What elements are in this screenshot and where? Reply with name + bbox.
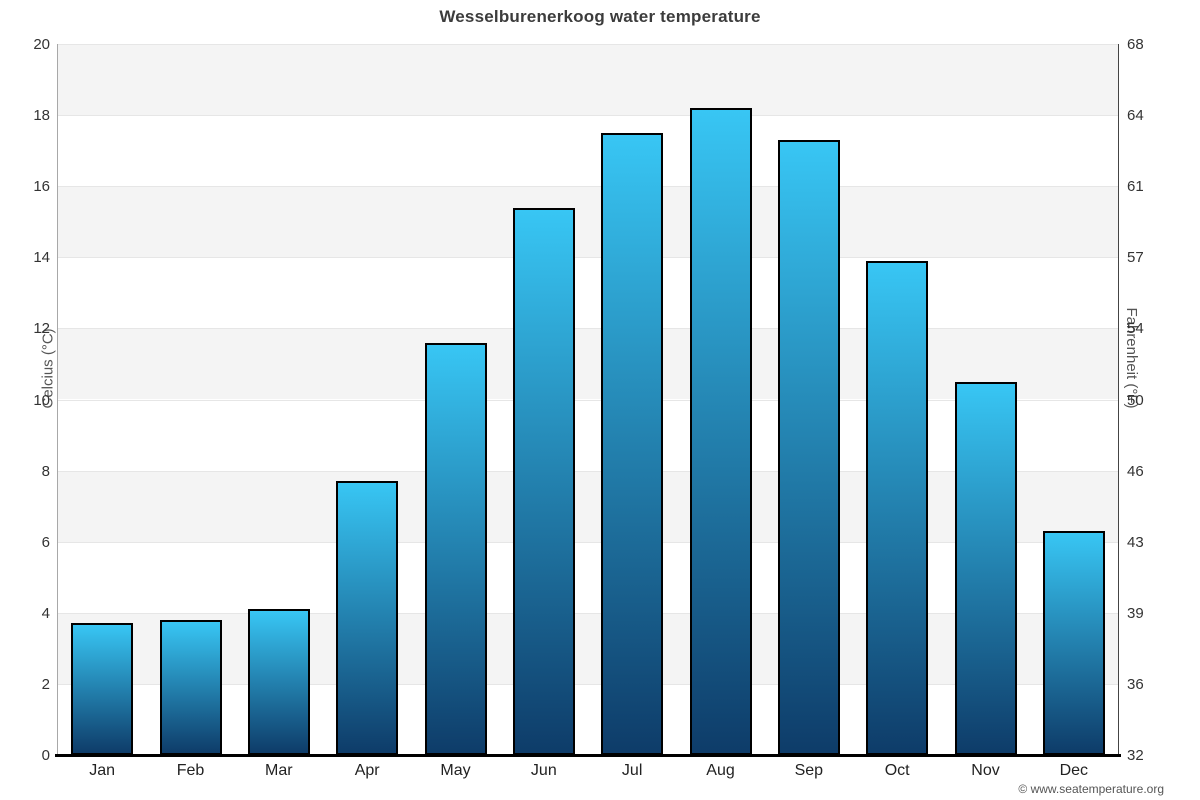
bar-apr[interactable]: [336, 481, 399, 755]
xtick-dec: Dec: [1059, 762, 1089, 779]
plot-area: [58, 44, 1118, 755]
plot-band-10-12: [58, 328, 1118, 400]
xtick-apr: Apr: [354, 762, 380, 779]
ytick-fahrenheit-54: 54: [1127, 320, 1144, 338]
ytick-celsius-14: 14: [33, 249, 50, 267]
bar-nov[interactable]: [954, 381, 1017, 755]
xtick-oct: Oct: [884, 762, 910, 779]
ytick-fahrenheit-43: 43: [1127, 533, 1144, 551]
gridline-2: [58, 683, 1118, 685]
x-axis-line: [55, 754, 1121, 757]
gridline-14: [58, 257, 1118, 259]
bar-may[interactable]: [424, 342, 487, 755]
gridline-4: [58, 612, 1118, 614]
xtick-jan: Jan: [89, 762, 116, 779]
bar-aug[interactable]: [689, 107, 752, 755]
ytick-fahrenheit-57: 57: [1127, 249, 1144, 267]
xtick-mar: Mar: [265, 762, 293, 779]
y-axis-line-left: [57, 44, 58, 755]
ytick-fahrenheit-64: 64: [1127, 107, 1144, 125]
bar-sep[interactable]: [777, 139, 840, 755]
credit-link[interactable]: © www.seatemperature.org: [1018, 782, 1164, 796]
ytick-celsius-12: 12: [33, 320, 50, 338]
bar-jul[interactable]: [601, 132, 664, 755]
gridline-16: [58, 186, 1118, 188]
plot-band-18-20: [58, 44, 1118, 116]
bar-oct[interactable]: [866, 260, 929, 755]
plot-band-6-8: [58, 470, 1118, 542]
bar-jan[interactable]: [71, 623, 134, 755]
xtick-aug: Aug: [706, 762, 735, 779]
gridline-6: [58, 541, 1118, 543]
ytick-fahrenheit-68: 68: [1127, 36, 1144, 53]
ytick-fahrenheit-61: 61: [1127, 178, 1144, 196]
y-axis-line-right: [1118, 44, 1119, 755]
xtick-sep: Sep: [794, 762, 824, 779]
ytick-celsius-10: 10: [33, 391, 50, 409]
bar-feb[interactable]: [159, 619, 222, 755]
xtick-may: May: [440, 762, 471, 779]
ytick-fahrenheit-32: 32: [1127, 747, 1144, 764]
ytick-fahrenheit-36: 36: [1127, 675, 1144, 693]
ytick-fahrenheit-39: 39: [1127, 604, 1144, 622]
xtick-feb: Feb: [176, 762, 205, 779]
gridline-12: [58, 328, 1118, 330]
gridline-20: [58, 44, 1118, 45]
bar-jun[interactable]: [512, 207, 575, 755]
gridline-18: [58, 115, 1118, 117]
ytick-celsius-2: 2: [41, 675, 50, 693]
ytick-celsius-8: 8: [41, 462, 50, 480]
bar-mar[interactable]: [247, 609, 310, 755]
ytick-celsius-4: 4: [41, 604, 50, 622]
ytick-celsius-18: 18: [33, 107, 50, 125]
ytick-fahrenheit-46: 46: [1127, 462, 1144, 480]
plot-band-14-16: [58, 186, 1118, 258]
xtick-nov: Nov: [971, 762, 1000, 779]
ytick-fahrenheit-50: 50: [1127, 391, 1144, 409]
ytick-celsius-0: 0: [41, 747, 50, 764]
ytick-celsius-16: 16: [33, 178, 50, 196]
chart-title: Wesselburenerkoog water temperature: [439, 7, 761, 26]
bar-dec[interactable]: [1042, 531, 1105, 755]
ytick-celsius-6: 6: [41, 533, 50, 551]
gridline-8: [58, 470, 1118, 472]
plot-band-2-4: [58, 612, 1118, 684]
xtick-jul: Jul: [621, 762, 643, 779]
xtick-jun: Jun: [530, 762, 557, 779]
gridline-10: [58, 399, 1118, 401]
ytick-celsius-20: 20: [33, 36, 50, 53]
